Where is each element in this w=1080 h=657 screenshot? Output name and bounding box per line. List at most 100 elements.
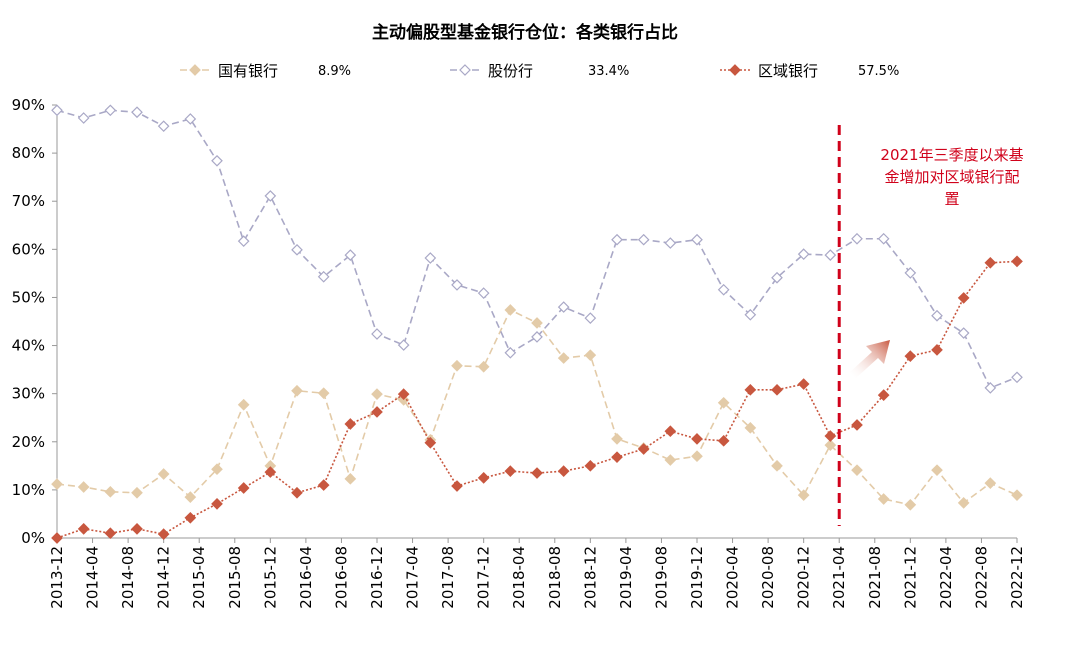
annotation-text: 金增加对区域银行配 xyxy=(884,168,1019,186)
point xyxy=(744,421,757,434)
point xyxy=(771,383,783,396)
y-tick-label: 20% xyxy=(12,433,45,451)
x-tick-label: 2019-12 xyxy=(688,546,706,609)
point xyxy=(931,344,943,356)
point xyxy=(717,396,730,409)
point xyxy=(371,328,383,340)
point xyxy=(291,243,303,256)
x-tick-label: 2019-08 xyxy=(652,546,670,609)
point xyxy=(851,232,863,245)
point xyxy=(984,477,997,490)
point xyxy=(664,454,677,466)
point xyxy=(557,352,570,364)
point xyxy=(584,459,597,472)
point xyxy=(877,232,890,245)
point xyxy=(797,378,810,390)
x-tick-label: 2022-08 xyxy=(972,546,990,609)
legend-value: 57.5% xyxy=(858,64,899,79)
x-tick-label: 2017-08 xyxy=(439,546,457,609)
point xyxy=(184,491,197,503)
point xyxy=(424,252,437,264)
point xyxy=(957,292,970,304)
point xyxy=(211,463,223,476)
point xyxy=(264,466,277,478)
point xyxy=(557,301,570,313)
point xyxy=(451,480,463,492)
point xyxy=(717,283,730,296)
point xyxy=(317,479,330,491)
x-tick-label: 2015-08 xyxy=(226,546,244,609)
point xyxy=(877,493,890,505)
point xyxy=(397,339,410,351)
x-tick-label: 2021-08 xyxy=(866,546,884,609)
x-tick-label: 2013-12 xyxy=(48,546,66,609)
point xyxy=(237,235,250,248)
point xyxy=(77,112,90,124)
point xyxy=(131,486,143,499)
point xyxy=(531,331,543,343)
legend-value: 8.9% xyxy=(318,64,351,79)
point xyxy=(451,359,463,372)
point xyxy=(851,464,863,477)
legend-marker xyxy=(189,64,201,76)
x-tick-label: 2020-04 xyxy=(724,546,742,609)
point xyxy=(797,489,810,502)
point xyxy=(371,388,383,400)
y-tick-label: 50% xyxy=(12,288,45,306)
point xyxy=(371,406,383,418)
legend-marker xyxy=(459,64,471,76)
point xyxy=(237,482,250,494)
legend-label: 国有银行 xyxy=(218,62,278,80)
point xyxy=(104,485,117,498)
arrow xyxy=(850,340,890,378)
x-tick-label: 2016-04 xyxy=(297,546,315,609)
point xyxy=(611,451,623,464)
y-tick-label: 10% xyxy=(12,481,45,499)
x-tick-label: 2015-12 xyxy=(261,546,279,609)
y-tick-label: 30% xyxy=(12,385,45,403)
x-tick-label: 2022-12 xyxy=(1008,546,1026,609)
point xyxy=(557,465,570,477)
point xyxy=(477,360,490,373)
x-tick-label: 2021-12 xyxy=(901,546,919,609)
y-tick-label: 0% xyxy=(21,529,45,547)
point xyxy=(131,106,143,119)
point xyxy=(824,249,837,261)
x-tick-label: 2014-12 xyxy=(155,546,173,609)
point xyxy=(424,436,437,449)
point xyxy=(504,304,517,316)
point xyxy=(531,467,543,479)
y-tick-label: 40% xyxy=(12,337,45,355)
point xyxy=(157,468,170,480)
x-tick-label: 2019-04 xyxy=(617,546,635,609)
point xyxy=(51,104,63,117)
point xyxy=(104,527,117,540)
point xyxy=(984,256,997,269)
point xyxy=(317,387,330,400)
point xyxy=(957,327,970,339)
point xyxy=(344,418,357,430)
point xyxy=(931,309,943,322)
y-tick-label: 90% xyxy=(12,96,45,114)
x-tick-label: 2018-12 xyxy=(581,546,599,609)
point xyxy=(904,350,917,362)
point xyxy=(797,248,810,260)
point xyxy=(291,486,303,499)
point xyxy=(104,104,117,117)
point xyxy=(957,497,970,509)
point xyxy=(824,430,837,442)
point xyxy=(637,443,650,455)
chart-title: 主动偏股型基金银行仓位：各类银行占比 xyxy=(372,22,678,43)
point xyxy=(904,498,917,511)
x-tick-label: 2016-12 xyxy=(368,546,386,609)
x-tick-label: 2014-08 xyxy=(119,546,137,609)
point xyxy=(1011,371,1023,384)
x-tick-label: 2020-12 xyxy=(795,546,813,609)
annotation-text: 置 xyxy=(944,190,959,208)
point xyxy=(744,308,757,321)
point xyxy=(877,389,890,401)
x-tick-label: 2018-04 xyxy=(510,546,528,609)
point xyxy=(211,497,223,510)
point xyxy=(51,532,63,544)
